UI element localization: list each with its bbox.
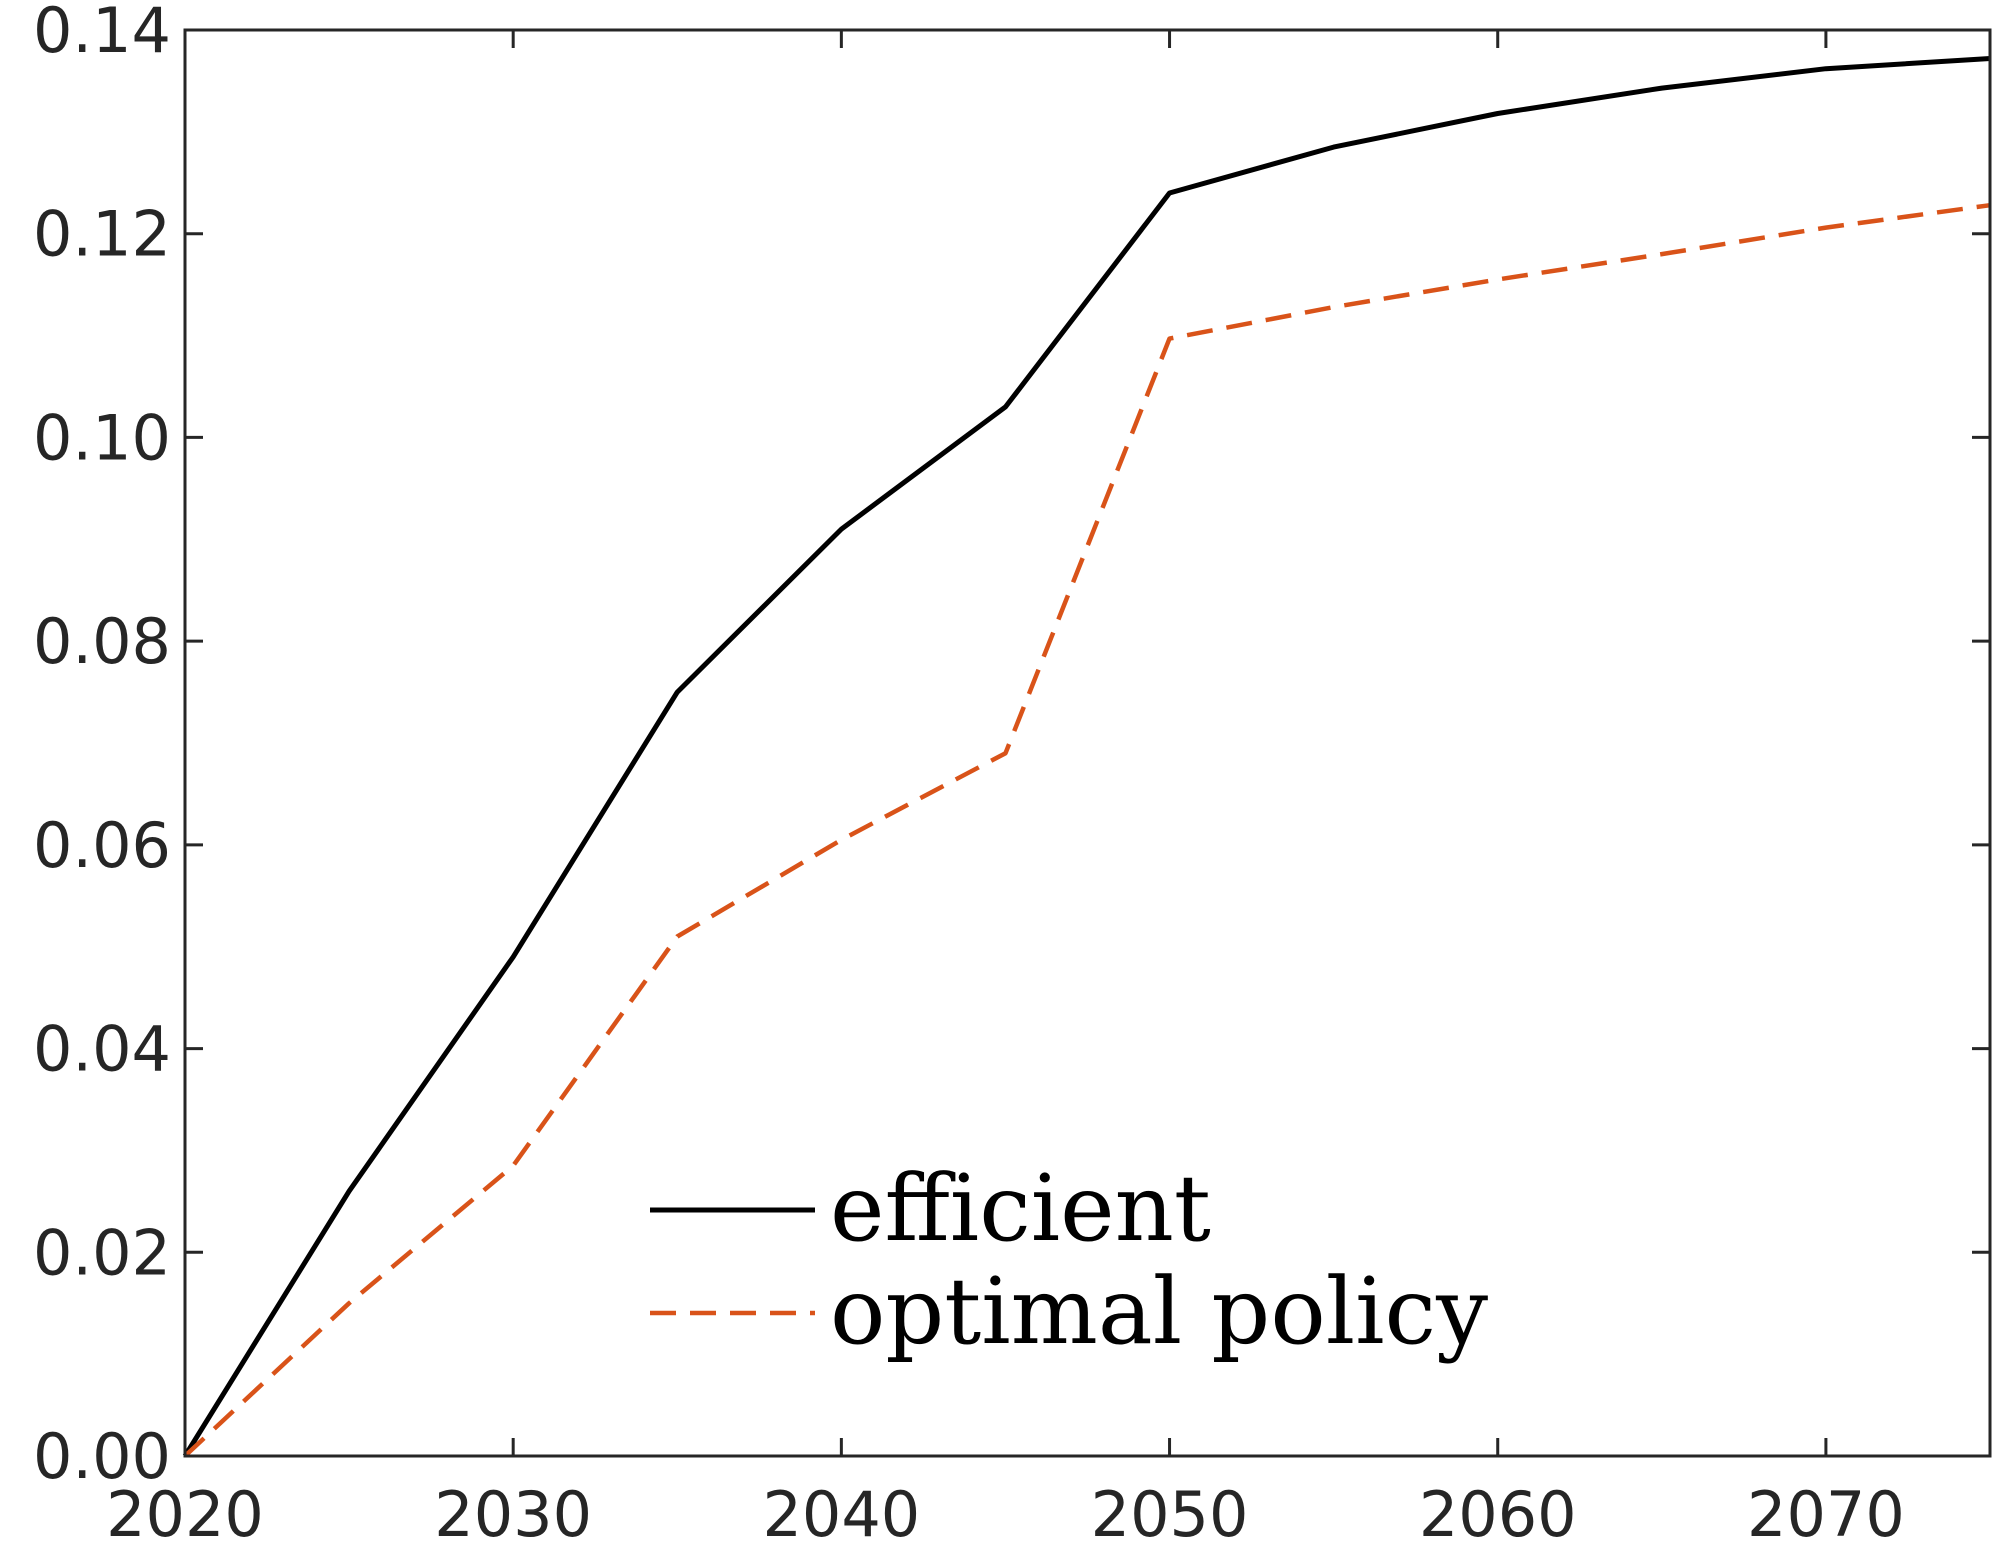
y-tick-label: 0.10 <box>33 401 171 474</box>
y-tick-label: 0.12 <box>33 198 171 271</box>
x-tick-label: 2060 <box>1419 1478 1577 1551</box>
y-tick-label: 0.04 <box>33 1013 171 1086</box>
y-tick-label: 0.02 <box>33 1216 171 1289</box>
x-tick-label: 2040 <box>762 1478 920 1551</box>
x-tick-label: 2030 <box>434 1478 592 1551</box>
y-tick-label: 0.14 <box>33 0 171 67</box>
legend-label: efficient <box>830 1155 1211 1262</box>
series-lines <box>182 56 1991 1458</box>
legend-label: optimal policy <box>830 1258 1488 1365</box>
y-axis-tick-labels: 0.00 0.02 0.04 0.06 0.08 0.10 0.12 0.14 <box>33 0 171 1493</box>
x-tick-label: 2020 <box>106 1478 264 1551</box>
y-tick-label: 0.08 <box>33 605 171 678</box>
x-tick-label: 2050 <box>1091 1478 1249 1551</box>
x-axis-tick-labels: 2020 2030 2040 2050 2060 2070 <box>106 1478 1905 1551</box>
plot-frame <box>183 28 1992 1458</box>
y-tick-label: 0.06 <box>33 809 171 882</box>
y-tick-label: 0.00 <box>33 1420 171 1493</box>
series-line-efficient <box>182 56 1991 1458</box>
x-tick-label: 2070 <box>1747 1478 1905 1551</box>
series-line-optimal-policy <box>183 202 1991 1458</box>
